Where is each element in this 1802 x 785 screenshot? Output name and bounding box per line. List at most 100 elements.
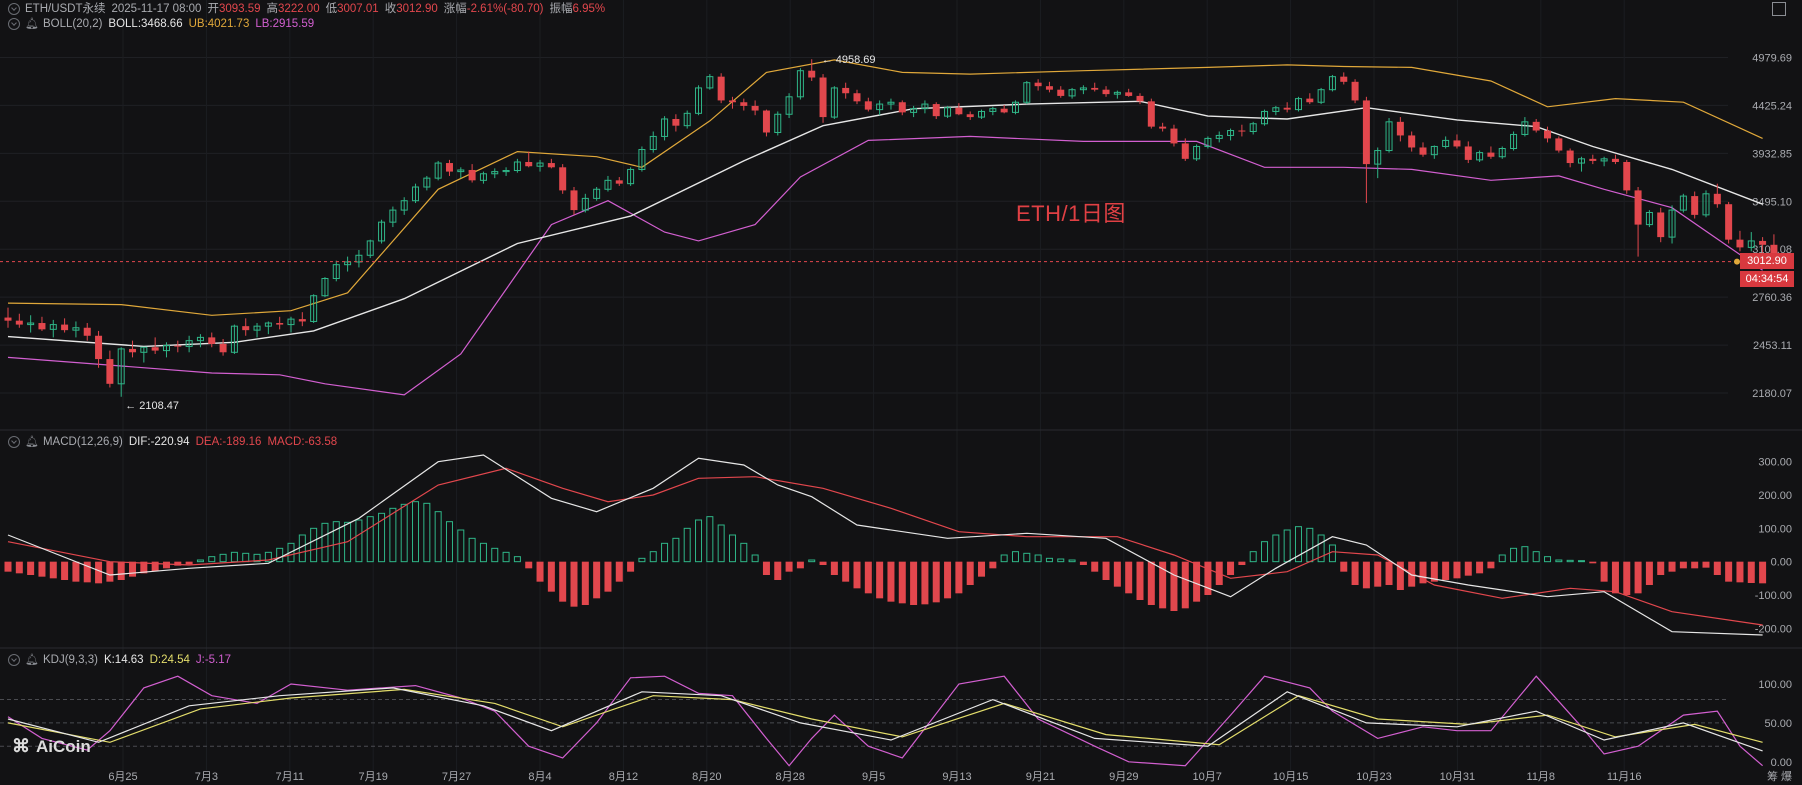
fullscreen-icon[interactable] — [1772, 2, 1786, 16]
bell-icon[interactable]: 🔔︎ — [25, 654, 39, 666]
date-axis-label: 8月12 — [609, 771, 638, 783]
candle-body-up — [434, 162, 442, 179]
macd-hist-bar — [1193, 561, 1201, 602]
macd-hist-bar — [513, 556, 521, 563]
macd-hist-bar — [1147, 561, 1155, 605]
macd-hist-bar — [1000, 554, 1008, 563]
price-axis-label: 4425.24 — [1752, 100, 1792, 112]
candle-body-up — [366, 240, 374, 256]
candle-body-up — [1577, 158, 1585, 164]
price-axis-label: 4979.69 — [1752, 52, 1792, 64]
candle-body-up — [1079, 87, 1087, 91]
candle-body-up — [457, 169, 465, 173]
date-axis-label: 10月15 — [1273, 771, 1308, 783]
candle-body-up — [502, 170, 510, 173]
macd-hist-bar — [717, 524, 725, 563]
macd-hist-bar — [1487, 561, 1495, 569]
collapse-chevron-icon[interactable] — [8, 3, 20, 15]
macd-hist-bar — [649, 551, 657, 563]
macd-hist-bar — [310, 527, 318, 563]
candle-body-down — [751, 105, 759, 111]
price-axis-label: 2180.07 — [1752, 388, 1792, 400]
macd-hist-bar — [264, 551, 272, 563]
macd-hist-bar — [876, 561, 884, 599]
candle-body-up — [253, 325, 261, 331]
macd-hist-bar — [502, 551, 510, 563]
candle-body-up — [117, 348, 125, 385]
kdj-label[interactable]: KDJ(9,3,3) — [42, 654, 98, 666]
aicoin-logo: ⌘ AiCoin — [12, 736, 91, 757]
candle-body-up — [332, 264, 340, 279]
macd-hist-bar — [434, 511, 442, 563]
candle-body-up — [661, 118, 669, 137]
bell-icon[interactable]: 🔔︎ — [25, 18, 39, 30]
candle-body-up — [162, 345, 170, 352]
collapse-chevron-icon[interactable] — [8, 436, 20, 448]
candle-body-down — [728, 100, 736, 103]
macd-hist-bar — [1668, 561, 1676, 572]
candle-body-up — [423, 177, 431, 188]
candle-body-up — [196, 336, 204, 342]
candle-body-up — [581, 197, 589, 211]
countdown-tag: 04:34:54 — [1740, 271, 1794, 287]
corner-label[interactable]: 筹 爆 — [1766, 771, 1792, 783]
macd-hist-bar — [1159, 561, 1167, 609]
date-axis-label: 9月13 — [942, 771, 971, 783]
macd-hist-bar — [1408, 561, 1416, 587]
symbol-name[interactable]: ETH/USDT永续 — [25, 3, 106, 15]
candle-body-down — [1464, 146, 1472, 160]
date-axis-label: 9月29 — [1109, 771, 1138, 783]
candle-body-down — [853, 93, 861, 102]
macd-hist-bar — [1544, 556, 1552, 563]
macd-hist-bar — [774, 561, 782, 580]
collapse-chevron-icon[interactable] — [8, 18, 20, 30]
boll-mid-value: BOLL:3468.66 — [108, 18, 183, 30]
macd-hist-bar — [1102, 561, 1110, 580]
candle-body-up — [1249, 123, 1257, 133]
candle-body-down — [1283, 107, 1291, 110]
collapse-chevron-icon[interactable] — [8, 654, 20, 666]
candle-body-down — [864, 101, 872, 110]
candle-body-down — [1125, 92, 1133, 96]
candle-body-down — [38, 323, 46, 330]
macd-hist-bar — [966, 561, 974, 585]
macd-hist-bar — [1045, 557, 1053, 563]
candle-body-down — [1045, 86, 1053, 90]
price-axis-label: 3932.85 — [1752, 148, 1792, 160]
macd-axis-label: 300.00 — [1758, 457, 1792, 469]
macd-hist-bar — [661, 542, 669, 563]
candle-body-down — [717, 76, 725, 101]
macd-hist-bar — [1498, 554, 1506, 563]
candle-body-up — [310, 295, 318, 322]
candle-body-down — [276, 323, 284, 325]
candle-body-up — [1476, 152, 1484, 161]
date-axis-label: 7月3 — [195, 771, 218, 783]
macd-hist-bar — [1306, 527, 1314, 563]
change-value: -2.61%(-80.70) — [466, 3, 544, 15]
candle-body-up — [1668, 209, 1676, 238]
macd-hist-bar — [955, 561, 963, 594]
candle-body-down — [525, 161, 533, 167]
macd-hist-bar — [853, 561, 861, 589]
date-axis-label: 6月25 — [108, 771, 137, 783]
price-axis-label: 2760.36 — [1752, 292, 1792, 304]
boll-label[interactable]: BOLL(20,2) — [42, 18, 103, 30]
macd-hist-bar — [1068, 559, 1076, 563]
boll-middle-line — [7, 100, 1763, 348]
candle-body-up — [1227, 130, 1235, 136]
macd-hist-bar — [570, 561, 578, 607]
candle-body-up — [1204, 137, 1212, 147]
bell-icon[interactable]: 🔔︎ — [25, 436, 39, 448]
macd-hist-bar — [785, 561, 793, 572]
candle-body-down — [1396, 121, 1404, 136]
candle-body-up — [796, 70, 804, 98]
macd-hist-bar — [355, 519, 363, 563]
macd-label[interactable]: MACD(12,26,9) — [42, 436, 123, 448]
macd-hist-bar — [242, 552, 250, 563]
candle-body-up — [72, 327, 80, 331]
candle-body-up — [344, 261, 352, 266]
date-axis-label: 9月21 — [1026, 771, 1055, 783]
boll-lb-value: LB:2915.59 — [255, 18, 315, 30]
candle-body-up — [604, 179, 612, 190]
